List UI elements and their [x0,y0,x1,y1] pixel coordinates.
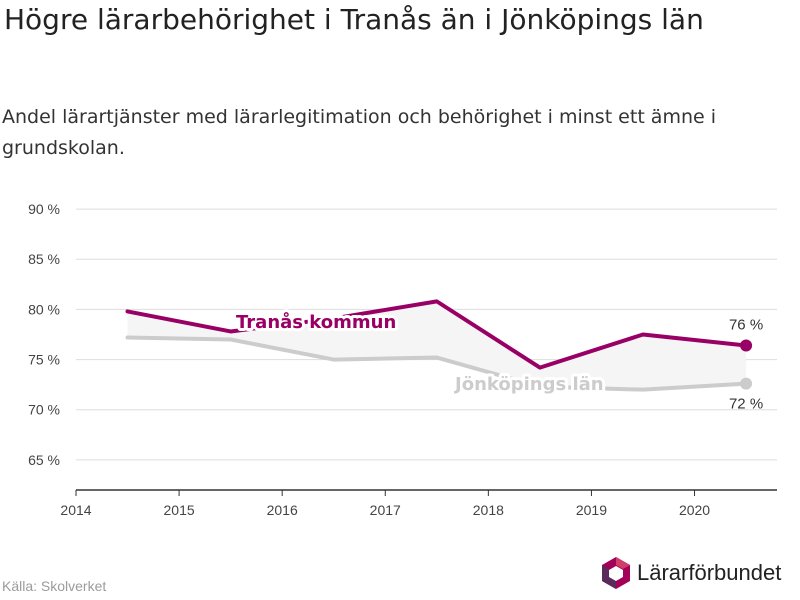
y-tick-label: 70 % [28,402,60,418]
x-tick-label: 2019 [576,502,607,518]
chart-title: Högre lärarbehörighet i Tranås än i Jönk… [4,3,704,36]
end-marker-tranas-kommun [740,339,753,352]
chart-subtitle: Andel lärartjänster med lärarlegitimatio… [2,106,717,159]
y-tick-label: 65 % [28,452,60,468]
series-line-tranas-kommun [125,299,749,370]
series-label-tranas-kommun: Tranås kommun [236,311,396,333]
difference-band [127,301,747,390]
x-tick-label: 2017 [370,502,401,518]
end-label-tranas-kommun: 76 % [729,317,763,334]
x-tick-label: 2015 [164,502,195,518]
series-line-jonkopings-lan [125,335,749,392]
x-tick-label: 2018 [473,502,504,518]
y-tick-label: 90 % [28,201,60,217]
x-tick-label: 2020 [679,502,710,518]
source-note: Källa: Skolverket [2,578,107,594]
y-tick-label: 85 % [28,251,60,267]
y-tick-label: 75 % [28,352,60,368]
x-tick-label: 2016 [267,502,298,518]
brand-name: Lärarförbundet [637,560,782,585]
end-label-jonkopings-lan: 72 % [729,396,763,413]
brand-logo: Lärarförbundet [601,555,781,591]
brand-logo-icon [602,557,630,589]
series-label-jonkopings-lan: Jönköpings län [453,374,604,395]
y-tick-label: 80 % [28,301,60,317]
end-marker-jonkopings-lan [740,377,753,390]
x-tick-label: 2014 [60,502,91,518]
